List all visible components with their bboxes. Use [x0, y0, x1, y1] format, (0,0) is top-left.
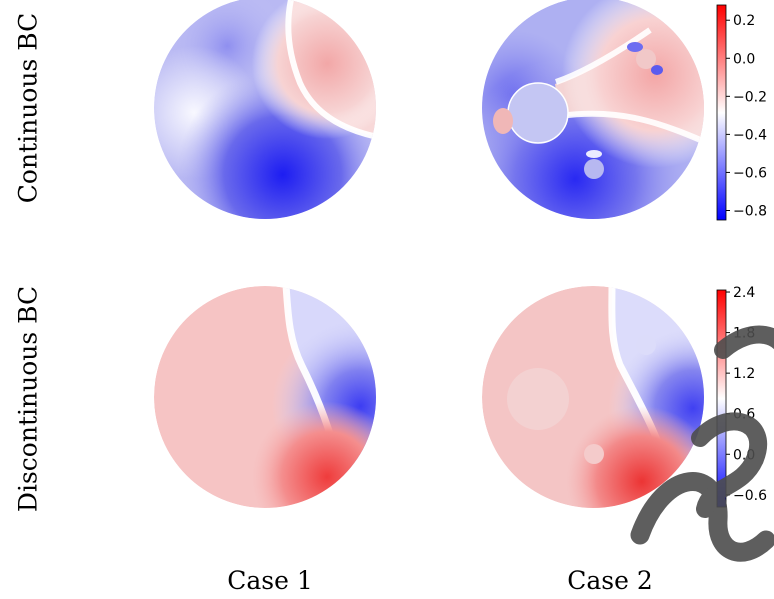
column-label-case2: Case 2	[567, 566, 653, 595]
inclusion-side-lobe	[651, 65, 663, 75]
large-inclusion	[507, 368, 569, 430]
colorbar-continuous-gradient	[716, 4, 727, 221]
colorbar-tick-label: −0.6	[733, 165, 767, 181]
colorbar-tick-label: −0.6	[733, 488, 767, 504]
field-region-top-right-highlight	[154, 0, 376, 219]
panel-discontinuous-case1	[154, 286, 376, 508]
row-label-discontinuous: Discontinuous BC	[14, 286, 43, 512]
watermark-logo	[630, 325, 774, 562]
colorbar-tick-label: −0.8	[733, 203, 767, 219]
field-region-lower-right-red	[154, 286, 376, 508]
colorbar-tick-label: −0.4	[733, 127, 767, 143]
colorbar-tick-label: 1.2	[733, 366, 755, 382]
zero-contour	[285, 0, 376, 140]
colorbar-tick-label: 0.0	[733, 51, 755, 67]
large-inclusion	[507, 82, 569, 144]
colorbar-tick-label: 0.2	[733, 13, 755, 29]
panel-discontinuous-case2	[482, 286, 704, 508]
panel-continuous-case2	[482, 0, 704, 219]
colorbar-tick-label: 2.4	[733, 285, 755, 301]
column-label-case1: Case 1	[227, 566, 313, 595]
inclusion-side-lobe	[586, 150, 602, 158]
row-label-continuous: Continuous BC	[14, 13, 43, 203]
colorbar-discontinuous-gradient	[716, 289, 727, 508]
zero-contours	[555, 27, 704, 148]
panel-continuous-case1	[154, 0, 376, 219]
colorbar-continuous: 0.2 0.0 −0.2 −0.4 −0.6 −0.8	[716, 4, 767, 221]
small-inclusion-top-right	[636, 49, 656, 69]
inclusion-side-lobe	[493, 108, 513, 134]
colorbar-tick-label: −0.2	[733, 89, 767, 105]
small-inclusion-bottom	[584, 444, 604, 464]
small-inclusion-top-right	[636, 335, 656, 355]
small-inclusion-bottom	[584, 159, 604, 179]
inclusion-side-lobe	[627, 42, 643, 52]
